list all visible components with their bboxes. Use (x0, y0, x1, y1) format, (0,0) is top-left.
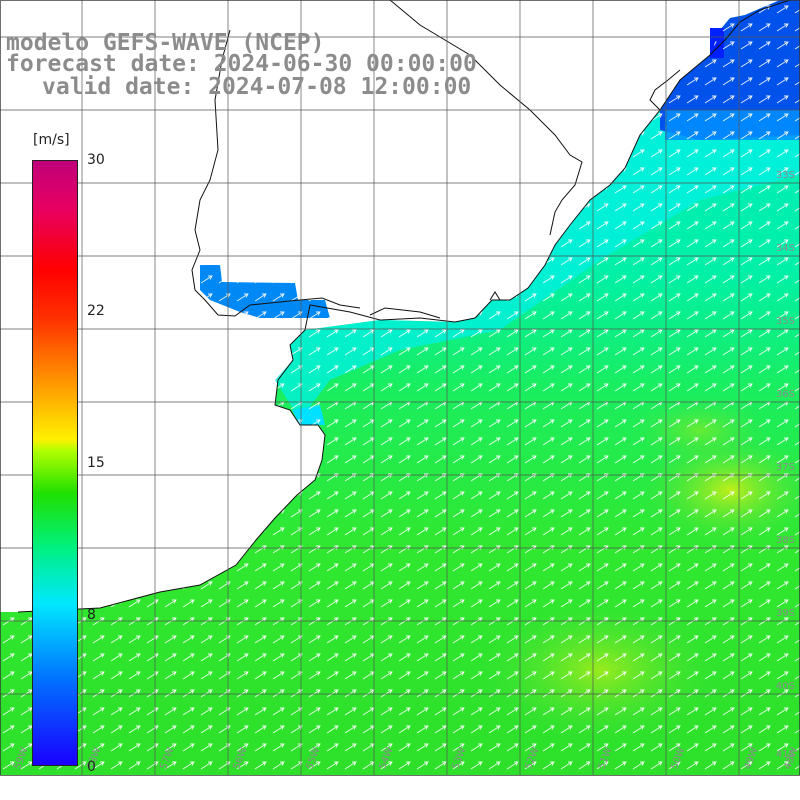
colorbar (32, 160, 78, 766)
lat-lon-grid (0, 0, 800, 776)
lat-label: 35S (776, 316, 795, 327)
forecast-date: forecast date: 2024-06-30 00:00:00 (6, 51, 477, 77)
sea-field (0, 0, 800, 775)
colorbar-tick: 22 (87, 303, 105, 319)
colorbar-tick: 15 (87, 455, 105, 471)
map-title: modelo GEFS-WAVE (NCEP) (6, 30, 325, 56)
colorbar-unit: [m/s] (33, 132, 70, 148)
colorbar-tick: 0 (87, 759, 96, 775)
lat-label: 37S (776, 462, 795, 473)
lat-labels: 33S 34S 35S 36S 37S 38S 39S 40S 41S (776, 170, 795, 760)
valid-date: valid date: 2024-07-08 12:00:00 (42, 74, 472, 100)
lat-label: 40S (776, 681, 795, 692)
colorbar-tick: 30 (87, 152, 105, 168)
lat-label: 34S (776, 243, 795, 254)
coastline (17, 0, 791, 613)
lat-label: 33S (776, 170, 795, 181)
lat-label: 36S (776, 389, 795, 400)
lat-label: 39S (776, 608, 795, 619)
colorbar-tick: 8 (87, 607, 96, 623)
lat-label: 41S (776, 749, 795, 760)
lat-label: 38S (776, 535, 795, 546)
